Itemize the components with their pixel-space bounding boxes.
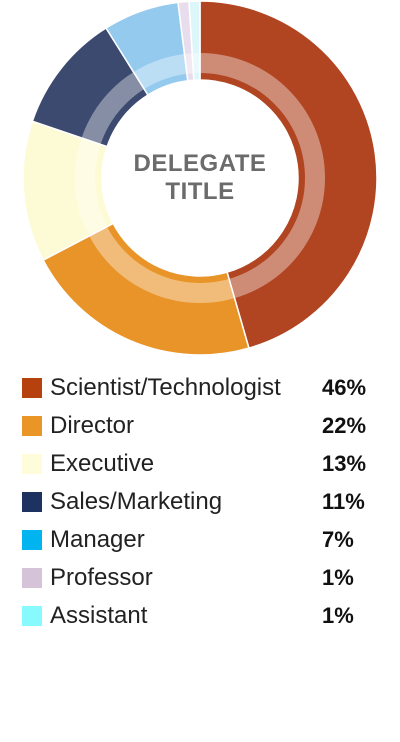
- legend-item: Professor 1%: [22, 560, 382, 598]
- legend-item: Director 22%: [22, 408, 382, 446]
- legend-label: Executive: [50, 450, 155, 477]
- donut-slice: [199, 0, 378, 350]
- legend-item: Sales/Marketing 11%: [22, 484, 382, 522]
- legend-swatch: [22, 530, 42, 550]
- legend-value: 1%: [322, 565, 354, 590]
- legend-value: 7%: [322, 527, 354, 552]
- chart-title-line-1: DELEGATE: [133, 150, 267, 177]
- legend-label: Professor: [50, 564, 153, 591]
- legend-value: 13%: [322, 451, 367, 476]
- legend-label: Director: [50, 412, 135, 439]
- legend-value: 22%: [322, 413, 367, 438]
- donut-svg: [22, 0, 378, 356]
- legend-label: Scientist/Technologist: [50, 374, 281, 401]
- legend: Scientist/Technologist 46% Director 22% Exec…: [22, 370, 382, 636]
- legend-item: Manager 7%: [22, 522, 382, 560]
- legend-label: Manager: [50, 526, 145, 553]
- legend-label: Sales/Marketing: [50, 488, 223, 515]
- chart-title: DELEGATE TITLE: [100, 150, 300, 206]
- legend-swatch: [22, 568, 42, 588]
- legend-swatch: [22, 416, 42, 436]
- donut-chart: DELEGATE TITLE: [0, 0, 400, 360]
- legend-value: 1%: [322, 603, 354, 628]
- legend-item: Assistant 1%: [22, 598, 382, 636]
- legend-item: Scientist/Technologist 46%: [22, 370, 382, 408]
- legend-item: Executive 13%: [22, 446, 382, 484]
- legend-swatch: [22, 606, 42, 626]
- donut-slice: [188, 0, 201, 81]
- legend-swatch: [22, 378, 42, 398]
- chart-title-line-2: TITLE: [165, 178, 235, 205]
- inner-highlight-ring: [75, 53, 325, 303]
- donut-slice: [42, 222, 250, 356]
- legend-swatch: [22, 492, 42, 512]
- legend-label: Assistant: [50, 602, 148, 629]
- legend-value: 11%: [322, 489, 365, 514]
- legend-swatch: [22, 454, 42, 474]
- legend-value: 46%: [322, 375, 367, 400]
